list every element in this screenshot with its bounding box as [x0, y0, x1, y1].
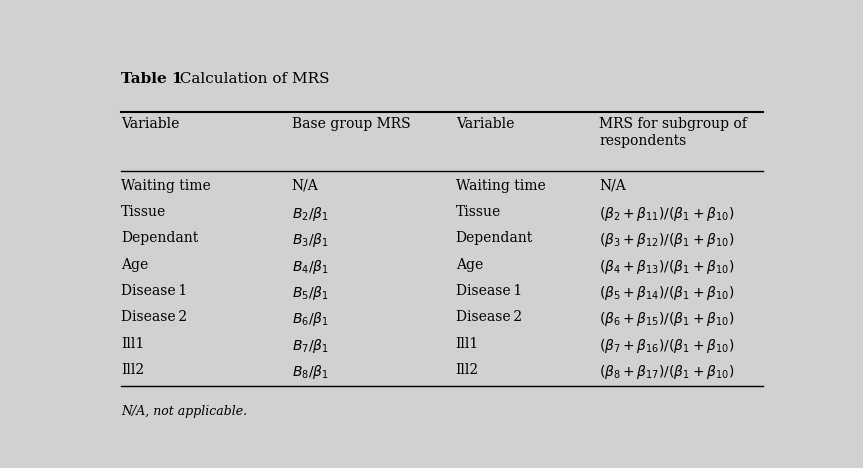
Text: Dependant: Dependant	[121, 231, 198, 245]
Text: Tissue: Tissue	[456, 205, 501, 219]
Text: Age: Age	[456, 257, 483, 271]
Text: $\mathit{B}_4/\beta_1$: $\mathit{B}_4/\beta_1$	[292, 257, 329, 276]
Text: Ill1: Ill1	[456, 336, 479, 351]
Text: MRS for subgroup of
respondents: MRS for subgroup of respondents	[600, 117, 747, 147]
Text: Ill2: Ill2	[456, 363, 479, 377]
Text: $(\beta_4 + \beta_{13})/(\beta_1 + \beta_{10})$: $(\beta_4 + \beta_{13})/(\beta_1 + \beta…	[600, 257, 734, 276]
Text: N/A, not applicable.: N/A, not applicable.	[121, 405, 248, 418]
Text: $\mathit{B}_7/\beta_1$: $\mathit{B}_7/\beta_1$	[292, 336, 329, 355]
Text: Variable: Variable	[121, 117, 180, 132]
Text: Ill2: Ill2	[121, 363, 144, 377]
Text: Tissue: Tissue	[121, 205, 167, 219]
Text: N/A: N/A	[600, 179, 627, 193]
Text: $\mathit{B}_2/\beta_1$: $\mathit{B}_2/\beta_1$	[292, 205, 329, 223]
Text: $(\beta_6 + \beta_{15})/(\beta_1 + \beta_{10})$: $(\beta_6 + \beta_{15})/(\beta_1 + \beta…	[600, 310, 734, 328]
Text: $\mathit{B}_5/\beta_1$: $\mathit{B}_5/\beta_1$	[292, 284, 329, 302]
Text: Dependant: Dependant	[456, 231, 533, 245]
Text: Ill1: Ill1	[121, 336, 144, 351]
Text: $\mathit{B}_8/\beta_1$: $\mathit{B}_8/\beta_1$	[292, 363, 329, 381]
Text: $\mathit{B}_3/\beta_1$: $\mathit{B}_3/\beta_1$	[292, 231, 329, 249]
Text: Waiting time: Waiting time	[456, 179, 545, 193]
Text: Disease 1: Disease 1	[121, 284, 187, 298]
Text: $(\beta_7 + \beta_{16})/(\beta_1 + \beta_{10})$: $(\beta_7 + \beta_{16})/(\beta_1 + \beta…	[600, 336, 734, 355]
Text: Age: Age	[121, 257, 148, 271]
Text: Disease 2: Disease 2	[121, 310, 187, 324]
Text: Table 1: Table 1	[121, 73, 183, 87]
Text: N/A: N/A	[292, 179, 318, 193]
Text: Disease 2: Disease 2	[456, 310, 522, 324]
Text: $(\beta_2 + \beta_{11})/(\beta_1 + \beta_{10})$: $(\beta_2 + \beta_{11})/(\beta_1 + \beta…	[600, 205, 734, 223]
Text: Variable: Variable	[456, 117, 514, 132]
Text: Calculation of MRS: Calculation of MRS	[170, 73, 330, 87]
Text: Disease 1: Disease 1	[456, 284, 522, 298]
Text: $(\beta_8 + \beta_{17})/(\beta_1 + \beta_{10})$: $(\beta_8 + \beta_{17})/(\beta_1 + \beta…	[600, 363, 734, 381]
Text: $\mathit{B}_6/\beta_1$: $\mathit{B}_6/\beta_1$	[292, 310, 329, 328]
Text: $(\beta_5 + \beta_{14})/(\beta_1 + \beta_{10})$: $(\beta_5 + \beta_{14})/(\beta_1 + \beta…	[600, 284, 734, 302]
Text: Base group MRS: Base group MRS	[292, 117, 411, 132]
Text: $(\beta_3 + \beta_{12})/(\beta_1 + \beta_{10})$: $(\beta_3 + \beta_{12})/(\beta_1 + \beta…	[600, 231, 734, 249]
Text: Waiting time: Waiting time	[121, 179, 211, 193]
